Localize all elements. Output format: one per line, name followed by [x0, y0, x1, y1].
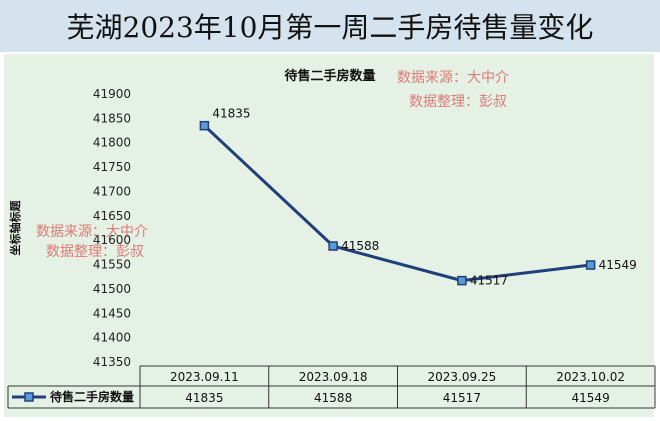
- y-tick-label: 41700: [93, 184, 131, 198]
- chart-area: [4, 54, 654, 417]
- page-title: 芜湖2023年10月第一周二手房待售量变化: [0, 0, 660, 52]
- y-tick-label: 41550: [93, 258, 131, 272]
- watermark-editor: 数据整理：彭叔: [46, 244, 144, 260]
- chart-title: 待售二手房数量: [283, 68, 375, 84]
- series-line-layer: 41835 41588 41517 41549: [199, 107, 637, 288]
- table-value-cell: 41517: [443, 391, 481, 405]
- x-category-label: 2023.09.18: [299, 370, 368, 384]
- watermark-editor: 数据整理：彭叔: [409, 94, 507, 110]
- x-category-label: 2023.10.02: [556, 370, 625, 384]
- data-table: 待售二手房数量 2023.09.11 41835 2023.09.18 41588 20…: [7, 365, 656, 409]
- watermark-left: 数据来源：大中介 数据整理：彭叔: [36, 224, 148, 260]
- y-tick-label: 41800: [93, 136, 131, 150]
- data-point-marker: [328, 241, 338, 251]
- y-tick-label: 41450: [93, 306, 131, 320]
- table-value-cell: 41588: [314, 391, 352, 405]
- y-tick-label: 41850: [93, 111, 131, 125]
- y-tick-label: 41500: [93, 282, 131, 296]
- y-tick-label: 41750: [93, 160, 131, 174]
- y-tick-label: 41350: [93, 355, 131, 369]
- watermark-source: 数据来源：大中介: [36, 224, 148, 240]
- watermark-top-right: 数据来源：大中介 数据整理：彭叔: [397, 70, 509, 110]
- data-point-marker: [457, 275, 467, 286]
- y-tick-label: 41900: [93, 87, 131, 101]
- y-tick-label: 41650: [93, 209, 131, 223]
- legend-key: [12, 392, 46, 402]
- data-point-marker: [585, 260, 596, 270]
- y-axis: 41350 41400 41450 41500 41550 41600 41650 41700…: [93, 87, 131, 369]
- data-label: 41517: [470, 274, 508, 288]
- y-tick-label: 41600: [93, 233, 131, 247]
- x-category-label: 2023.09.25: [428, 370, 497, 384]
- x-category-label: 2023.09.11: [170, 370, 239, 384]
- table-value-cell: 41549: [572, 391, 610, 405]
- table-value-cell: 41835: [185, 391, 223, 405]
- data-point-marker: [199, 120, 210, 131]
- y-tick-label: 41400: [93, 331, 131, 345]
- y-axis-title: 坐标轴标题: [8, 200, 22, 256]
- data-label: 41549: [599, 258, 637, 272]
- data-label: 41835: [212, 107, 250, 121]
- series-line: [203, 124, 591, 283]
- data-label: 41588: [341, 239, 379, 253]
- legend-series-name: 待售二手房数量: [50, 389, 134, 404]
- watermark-source: 数据来源：大中介: [397, 70, 509, 86]
